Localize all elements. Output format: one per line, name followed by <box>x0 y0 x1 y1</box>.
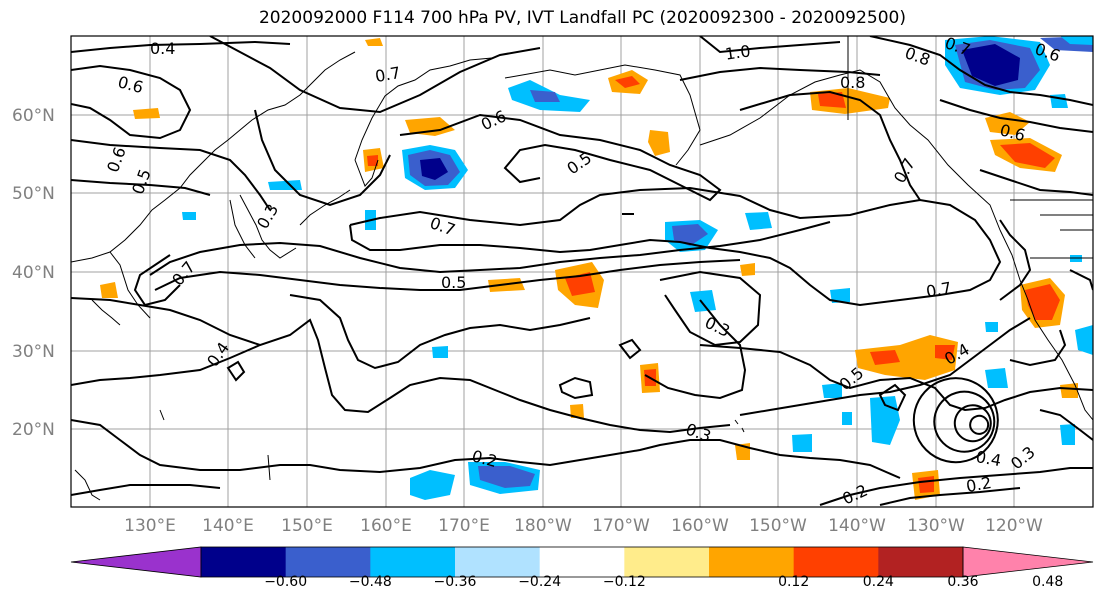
lat-label: 30°N <box>12 342 55 362</box>
colorbar-tick-label: −0.12 <box>603 574 646 590</box>
contour-label: 0.8 <box>840 73 865 92</box>
contour-label: 0.7 <box>925 278 953 301</box>
colorbar-tick-label: 0.24 <box>863 574 894 590</box>
lat-label: 60°N <box>12 106 55 126</box>
lon-label: 140°E <box>202 516 254 536</box>
colorbar-segment <box>624 547 710 577</box>
colorbar-segment <box>455 547 541 577</box>
colorbar-tick-label: −0.36 <box>434 574 477 590</box>
colorbar-tick-label: −0.24 <box>518 574 561 590</box>
colorbar-tick-label: 0.12 <box>778 574 809 590</box>
contour-label: 0.2 <box>965 473 993 496</box>
lon-label: 140°W <box>828 516 886 536</box>
colorbar <box>70 546 1094 578</box>
lat-label: 20°N <box>12 420 55 440</box>
ivt-anomaly-fills <box>100 36 1093 500</box>
lon-label: 170°W <box>592 516 650 536</box>
lon-label: 180°W <box>514 516 572 536</box>
map-title: 2020092000 F114 700 hPa PV, IVT Landfall… <box>258 8 906 28</box>
lon-label: 160°E <box>360 516 412 536</box>
lon-label: 160°W <box>671 516 729 536</box>
colorbar-tick-label: −0.60 <box>264 574 307 590</box>
lon-label: 130°W <box>907 516 965 536</box>
colorbar-segment <box>709 547 795 577</box>
colorbar-extend-high <box>962 546 1094 578</box>
contour-label: 0.4 <box>150 39 175 58</box>
lat-label: 40°N <box>12 263 55 283</box>
lon-label: 150°W <box>749 516 807 536</box>
colorbar-tick-label: 0.36 <box>947 574 978 590</box>
lon-label: 120°W <box>985 516 1043 536</box>
coastlines <box>71 36 1093 501</box>
colorbar-tick-label: −0.48 <box>349 574 392 590</box>
colorbar-tick-label: 0.48 <box>1032 574 1063 590</box>
colorbar-frame <box>200 546 964 578</box>
lat-label: 50°N <box>12 184 55 204</box>
lon-label: 170°E <box>438 516 490 536</box>
colorbar-labels: −0.60 −0.48 −0.36 −0.24 −0.12 0.12 0.24 0.36 0.4… <box>264 574 1063 590</box>
lon-label: 150°E <box>281 516 333 536</box>
map-frame <box>70 35 1094 508</box>
colorbar-segment <box>285 547 371 577</box>
contour-label: 0.5 <box>441 273 466 292</box>
colorbar-segment <box>539 547 625 577</box>
boundaries <box>1010 199 1093 259</box>
contour-label: 0.7 <box>374 63 402 86</box>
pv-contours <box>71 36 1093 506</box>
colorbar-segment <box>201 547 287 577</box>
colorbar-segment <box>370 547 456 577</box>
latitude-labels: 60°N 50°N 40°N 30°N 20°N <box>12 106 55 440</box>
lon-label: 130°E <box>124 516 176 536</box>
contour-label: 1.0 <box>724 41 752 63</box>
colorbar-segment <box>878 547 964 577</box>
contour-label: 0.4 <box>974 447 1002 470</box>
colorbar-segment <box>793 547 879 577</box>
colorbar-extend-low <box>70 546 202 578</box>
longitude-labels: 130°E 140°E 150°E 160°E 170°E 180°W 170°… <box>124 516 1043 536</box>
